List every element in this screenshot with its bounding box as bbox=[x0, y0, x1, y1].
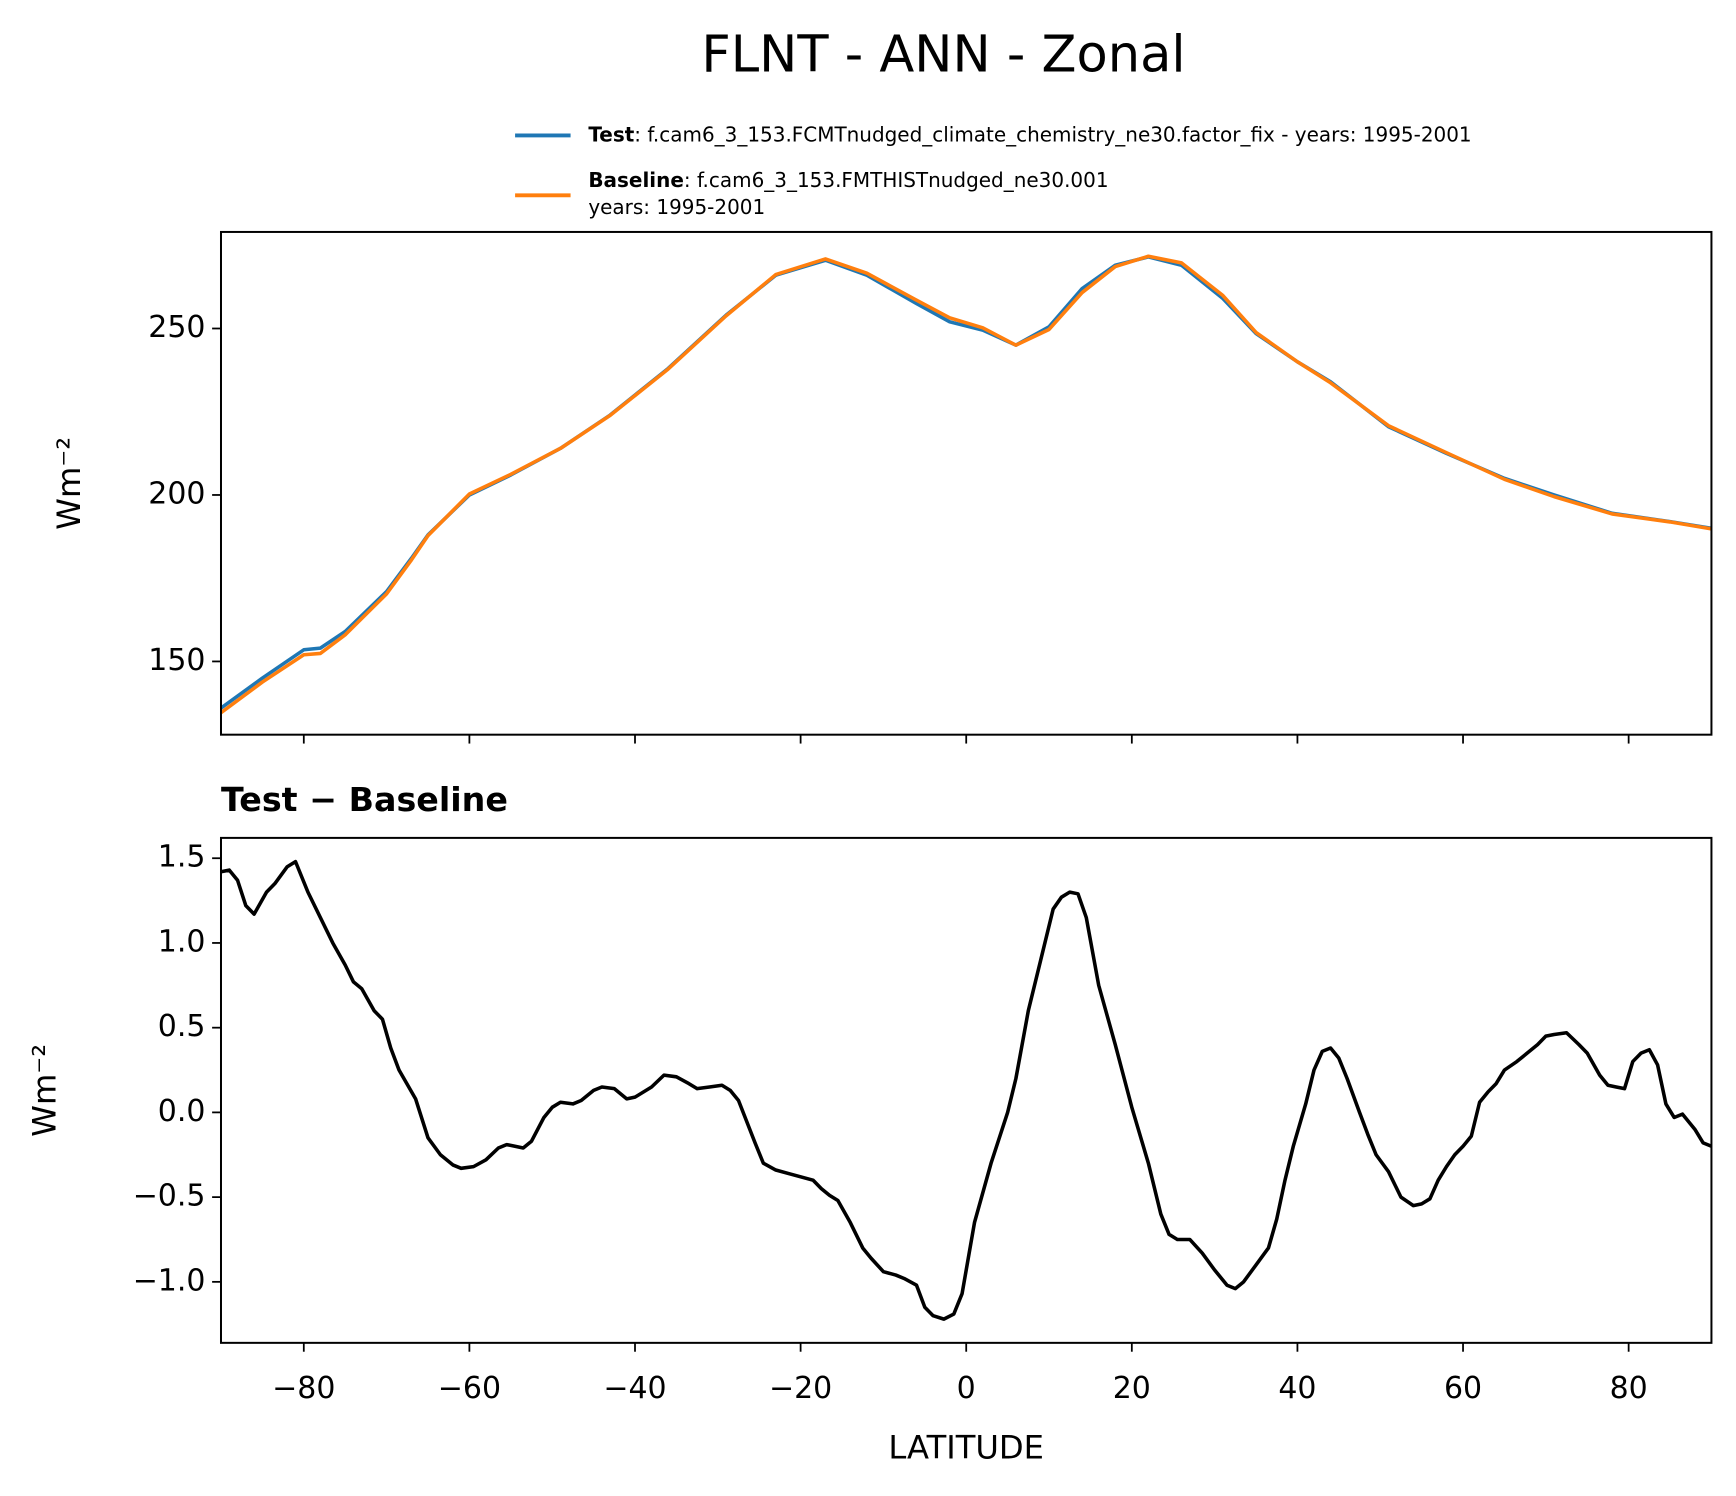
y-tick-label: 150 bbox=[148, 643, 205, 678]
y-tick-label: 1.5 bbox=[158, 840, 206, 875]
x-tick-label: −40 bbox=[603, 1371, 666, 1406]
y-tick-label: 0.0 bbox=[158, 1094, 206, 1129]
axes-frame bbox=[219, 836, 1713, 1344]
x-tick-label: 0 bbox=[957, 1371, 976, 1406]
x-tick-label: 80 bbox=[1610, 1371, 1648, 1406]
y-tick-label: 1.0 bbox=[158, 924, 206, 959]
legend-text: : f.cam6_3_153.FCMTnudged_climate_chemis… bbox=[634, 122, 1471, 146]
y-tick-label: −1.0 bbox=[133, 1263, 206, 1298]
x-tick-label: −80 bbox=[272, 1371, 335, 1406]
subplot-title: Test − Baseline bbox=[221, 780, 508, 819]
x-tick-label: 20 bbox=[1113, 1371, 1151, 1406]
y-axis-label: Wm⁻² bbox=[50, 437, 88, 530]
y-tick-label: 0.5 bbox=[158, 1009, 206, 1044]
difference-line bbox=[220, 859, 1712, 1321]
series-line bbox=[220, 254, 1712, 715]
legend-label: Baseline: f.cam6_3_153.FMTHISTnudged_ne3… bbox=[588, 167, 1108, 191]
legend-name: Baseline bbox=[588, 167, 684, 191]
x-tick-label: 40 bbox=[1278, 1371, 1316, 1406]
x-tick-label: −60 bbox=[438, 1371, 501, 1406]
x-tick-label: −20 bbox=[769, 1371, 832, 1406]
x-tick-label: 60 bbox=[1444, 1371, 1482, 1406]
legend-label: Test: f.cam6_3_153.FCMTnudged_climate_ch… bbox=[588, 122, 1471, 146]
legend-name: Test bbox=[588, 122, 634, 146]
axes-frame bbox=[219, 230, 1713, 736]
x-axis-label: LATITUDE bbox=[888, 1428, 1044, 1466]
y-tick-label: 250 bbox=[148, 310, 205, 345]
y-tick-label: 200 bbox=[148, 476, 205, 511]
y-tick-label: −0.5 bbox=[133, 1179, 206, 1214]
legend-text: : f.cam6_3_153.FMTHISTnudged_ne30.001 bbox=[684, 167, 1109, 191]
figure-title: FLNT - ANN - Zonal bbox=[701, 26, 1185, 85]
legend-label-line2: years: 1995-2001 bbox=[588, 195, 765, 219]
y-axis-label: Wm⁻² bbox=[26, 1044, 64, 1137]
